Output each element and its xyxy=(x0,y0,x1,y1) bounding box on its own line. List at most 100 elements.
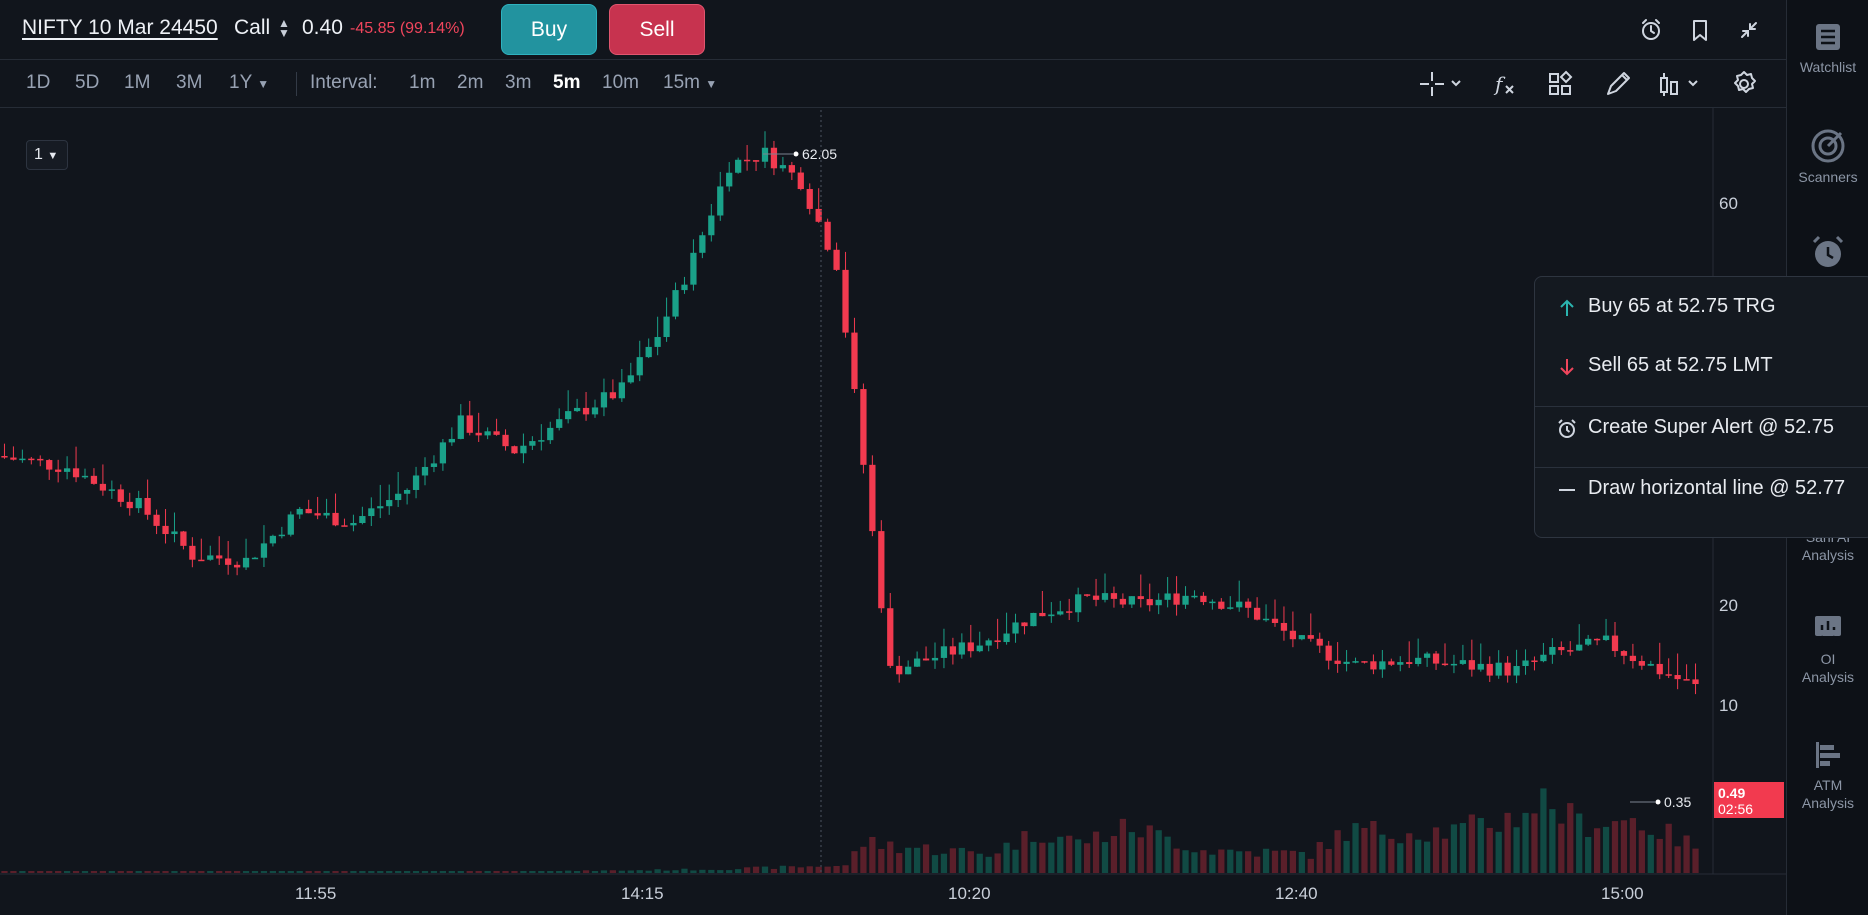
volume-bar xyxy=(1316,842,1323,873)
settings-icon[interactable] xyxy=(1728,68,1760,100)
volume-bar xyxy=(126,871,133,873)
candle-body xyxy=(19,458,26,461)
volume-bar xyxy=(448,871,455,873)
candle-body xyxy=(1397,662,1404,665)
drawing-icon[interactable] xyxy=(1602,68,1634,100)
candle-body xyxy=(1656,663,1663,675)
candle-body xyxy=(180,531,187,546)
candle-body xyxy=(860,389,867,465)
volume-bar xyxy=(1083,843,1091,873)
buy-button[interactable]: Buy xyxy=(501,4,597,55)
x-tick-1500: 15:00 xyxy=(1601,884,1644,903)
interval-15m-label: 15m xyxy=(663,72,700,93)
volume-bar xyxy=(1352,823,1359,873)
volume-bar xyxy=(242,871,250,873)
templates-icon[interactable] xyxy=(1545,68,1577,100)
candle-body xyxy=(511,446,518,454)
interval-10m[interactable]: 10m xyxy=(602,72,639,93)
sidebar-item-alerts[interactable] xyxy=(1787,233,1868,275)
candle-body xyxy=(1379,661,1386,670)
last-price-badge xyxy=(1714,782,1784,818)
price-chart[interactable]: 60 20 10 11:55 14:15 10:20 12:40 15:00 6… xyxy=(0,108,1786,915)
candle-body xyxy=(1468,660,1475,670)
sidebar-item-scanners[interactable]: Scanners xyxy=(1787,126,1868,186)
interval-label: Interval: xyxy=(310,72,378,93)
crosshair-icon[interactable] xyxy=(1418,68,1468,100)
candle-body xyxy=(645,346,652,358)
volume-bar xyxy=(913,847,921,873)
candle-body xyxy=(484,431,491,436)
volume-bar xyxy=(1075,839,1082,873)
sidebar-item-atm-analysis[interactable]: ATM Analysis xyxy=(1787,738,1868,812)
candle-body xyxy=(681,284,688,291)
range-5d[interactable]: 5D xyxy=(75,72,100,93)
candle-body xyxy=(949,646,957,655)
volume-bar xyxy=(1021,831,1028,873)
header-bar: NIFTY 10 Mar 24450 Call ▲ ▼ 0.40 -45.85 (… xyxy=(0,0,1786,60)
interval-5m[interactable]: 5m xyxy=(553,72,581,93)
volume-bar xyxy=(1343,840,1350,873)
chart-type-icon[interactable] xyxy=(1655,68,1705,100)
candle-body xyxy=(63,468,71,472)
candle-body xyxy=(1567,650,1574,652)
candle-body xyxy=(1200,595,1207,603)
sell-button[interactable]: Sell xyxy=(609,4,705,55)
collapse-icon[interactable] xyxy=(1734,15,1764,45)
candle-body xyxy=(368,508,375,517)
option-toggle-icon[interactable]: ▲ ▼ xyxy=(278,16,290,40)
candle-body xyxy=(1164,593,1171,600)
candle-body xyxy=(28,458,35,461)
volume-bar xyxy=(63,871,71,873)
x-tick-1155: 11:55 xyxy=(295,884,336,903)
volume-bar xyxy=(144,871,151,873)
candle-body xyxy=(931,657,939,661)
volume-bar xyxy=(1683,835,1690,873)
volume-bar xyxy=(502,871,509,873)
volume-bar xyxy=(806,866,813,873)
candle-body xyxy=(341,525,348,527)
bookmark-icon[interactable] xyxy=(1685,15,1715,45)
candle-body xyxy=(1432,653,1440,664)
volume-bar xyxy=(1209,854,1216,873)
menu-item-super-alert[interactable]: Create Super Alert @ 52.75 xyxy=(1535,399,1868,457)
sidebar-item-oi-analysis[interactable]: OI Analysis xyxy=(1787,612,1868,686)
volume-bar xyxy=(225,871,232,873)
menu-item-horizontal-line[interactable]: Draw horizontal line @ 52.77 xyxy=(1535,460,1868,518)
range-1y[interactable]: 1Y ▼ xyxy=(229,72,269,94)
volume-bar xyxy=(72,871,80,873)
option-type[interactable]: Call xyxy=(234,16,271,39)
range-1m[interactable]: 1M xyxy=(124,72,151,93)
volume-bar xyxy=(189,871,196,873)
volume-bar xyxy=(1486,827,1493,873)
candle-body xyxy=(395,493,402,501)
volume-bar xyxy=(1468,814,1475,873)
last-price: 0.40 xyxy=(302,16,343,39)
candle-body xyxy=(1495,662,1502,676)
symbol-name[interactable]: NIFTY 10 Mar 24450 xyxy=(22,16,218,39)
interval-3m[interactable]: 3m xyxy=(505,72,532,93)
volume-bar xyxy=(815,866,822,873)
alarm-icon[interactable] xyxy=(1636,15,1666,45)
volume-bar xyxy=(1602,826,1610,873)
interval-1m[interactable]: 1m xyxy=(409,72,436,93)
volume-bar xyxy=(1477,818,1484,873)
y-tick-10: 10 xyxy=(1719,696,1738,715)
candle-body xyxy=(1110,593,1118,599)
volume-bar xyxy=(1692,848,1699,873)
interval-2m[interactable]: 2m xyxy=(457,72,484,93)
interval-15m[interactable]: 15m ▼ xyxy=(663,72,717,94)
indicators-icon[interactable]: f xyxy=(1489,68,1521,100)
menu-item-sell[interactable]: Sell 65 at 52.75 LMT xyxy=(1535,337,1868,395)
pane-selector[interactable]: 1 ▼ xyxy=(26,140,68,170)
volume-bar xyxy=(475,871,482,873)
range-1d[interactable]: 1D xyxy=(26,72,51,93)
sidebar-item-watchlist[interactable]: Watchlist xyxy=(1787,20,1868,76)
volume-bar xyxy=(556,871,563,873)
candle-body xyxy=(1,456,8,458)
volume-bar xyxy=(1611,821,1619,873)
menu-item-buy[interactable]: Buy 65 at 52.75 TRG xyxy=(1535,278,1868,336)
candle-body xyxy=(1504,662,1511,676)
candle-body xyxy=(1638,661,1645,666)
candle-body xyxy=(466,415,473,433)
range-3m[interactable]: 3M xyxy=(176,72,203,93)
